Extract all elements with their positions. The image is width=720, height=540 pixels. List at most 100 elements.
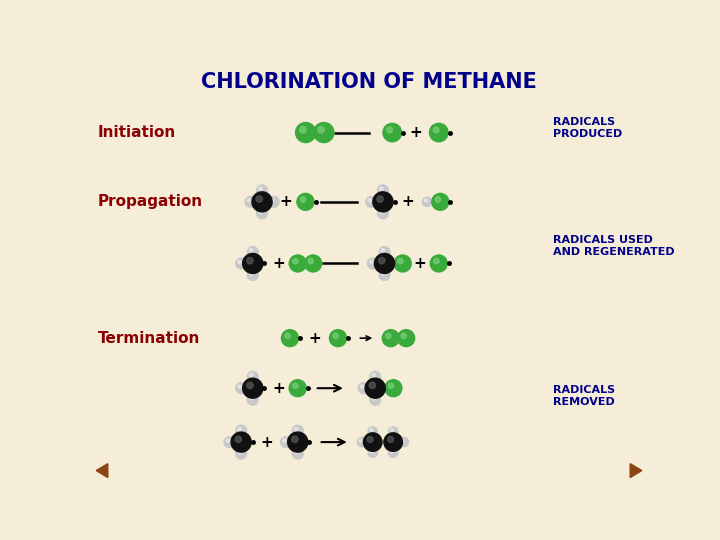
Text: RADICALS
PRODUCED: RADICALS PRODUCED xyxy=(554,117,623,139)
Circle shape xyxy=(226,439,230,442)
Circle shape xyxy=(358,383,369,394)
Circle shape xyxy=(431,255,447,272)
Circle shape xyxy=(252,192,272,212)
Circle shape xyxy=(435,197,441,202)
Circle shape xyxy=(389,448,398,457)
Circle shape xyxy=(379,187,383,191)
Circle shape xyxy=(372,396,375,400)
Circle shape xyxy=(379,247,390,258)
Text: +: + xyxy=(272,256,284,271)
Circle shape xyxy=(369,260,373,264)
Circle shape xyxy=(269,197,279,207)
Text: RADICALS USED
AND REGENERATED: RADICALS USED AND REGENERATED xyxy=(554,235,675,256)
Circle shape xyxy=(390,429,393,431)
Circle shape xyxy=(243,378,263,398)
Circle shape xyxy=(238,385,241,388)
Circle shape xyxy=(243,253,263,273)
Circle shape xyxy=(433,258,439,264)
Circle shape xyxy=(248,269,258,280)
Circle shape xyxy=(368,448,377,457)
Circle shape xyxy=(366,197,377,207)
Text: +: + xyxy=(261,435,273,450)
Circle shape xyxy=(294,427,298,431)
Circle shape xyxy=(231,432,251,452)
Circle shape xyxy=(382,272,384,275)
Circle shape xyxy=(245,197,256,207)
Circle shape xyxy=(377,185,388,195)
Text: Propagation: Propagation xyxy=(98,194,203,210)
Circle shape xyxy=(368,427,377,436)
Circle shape xyxy=(370,372,381,382)
Circle shape xyxy=(432,193,449,211)
Circle shape xyxy=(305,255,322,272)
Circle shape xyxy=(365,378,385,398)
Circle shape xyxy=(377,196,383,202)
Circle shape xyxy=(250,272,253,275)
Circle shape xyxy=(256,208,267,219)
Circle shape xyxy=(374,253,395,273)
Circle shape xyxy=(364,433,382,451)
Circle shape xyxy=(382,330,400,347)
Circle shape xyxy=(379,210,383,214)
Circle shape xyxy=(401,440,404,442)
Circle shape xyxy=(247,382,253,389)
Circle shape xyxy=(359,440,362,442)
Circle shape xyxy=(372,374,375,377)
Circle shape xyxy=(256,185,267,195)
Circle shape xyxy=(294,450,298,454)
Circle shape xyxy=(247,199,251,202)
Circle shape xyxy=(282,330,299,347)
Circle shape xyxy=(382,249,384,252)
Circle shape xyxy=(250,249,253,252)
Circle shape xyxy=(287,432,307,452)
Circle shape xyxy=(384,433,402,451)
Circle shape xyxy=(429,123,448,142)
Text: Initiation: Initiation xyxy=(98,125,176,140)
Circle shape xyxy=(330,330,346,347)
Circle shape xyxy=(390,450,393,453)
Text: +: + xyxy=(279,194,292,210)
Circle shape xyxy=(250,396,253,400)
Circle shape xyxy=(379,258,385,264)
Text: +: + xyxy=(308,330,321,346)
Circle shape xyxy=(248,247,258,258)
Circle shape xyxy=(397,258,403,264)
Circle shape xyxy=(433,127,439,133)
Circle shape xyxy=(283,439,287,442)
Circle shape xyxy=(238,260,241,264)
Circle shape xyxy=(235,436,241,442)
Circle shape xyxy=(235,448,246,459)
Circle shape xyxy=(333,333,338,339)
Circle shape xyxy=(235,258,246,269)
Circle shape xyxy=(292,258,298,264)
Circle shape xyxy=(250,374,253,377)
Circle shape xyxy=(318,126,324,133)
Circle shape xyxy=(360,385,364,388)
Text: +: + xyxy=(272,381,284,396)
Circle shape xyxy=(387,436,394,442)
Circle shape xyxy=(271,199,274,202)
Circle shape xyxy=(292,425,303,436)
Circle shape xyxy=(258,210,262,214)
Circle shape xyxy=(258,187,262,191)
Circle shape xyxy=(373,192,393,212)
Circle shape xyxy=(297,193,314,211)
Circle shape xyxy=(423,197,432,206)
Circle shape xyxy=(289,255,306,272)
Text: CHLORINATION OF METHANE: CHLORINATION OF METHANE xyxy=(201,72,537,92)
Circle shape xyxy=(314,123,334,143)
Circle shape xyxy=(238,450,241,454)
Circle shape xyxy=(281,437,292,448)
Circle shape xyxy=(247,258,253,264)
Circle shape xyxy=(377,208,388,219)
Circle shape xyxy=(256,196,263,202)
Circle shape xyxy=(224,437,235,448)
Circle shape xyxy=(370,450,373,453)
Circle shape xyxy=(308,258,313,264)
Circle shape xyxy=(389,427,398,436)
Circle shape xyxy=(388,383,394,389)
Circle shape xyxy=(292,383,298,389)
Text: +: + xyxy=(413,256,426,271)
Polygon shape xyxy=(630,464,642,477)
Circle shape xyxy=(399,437,408,447)
